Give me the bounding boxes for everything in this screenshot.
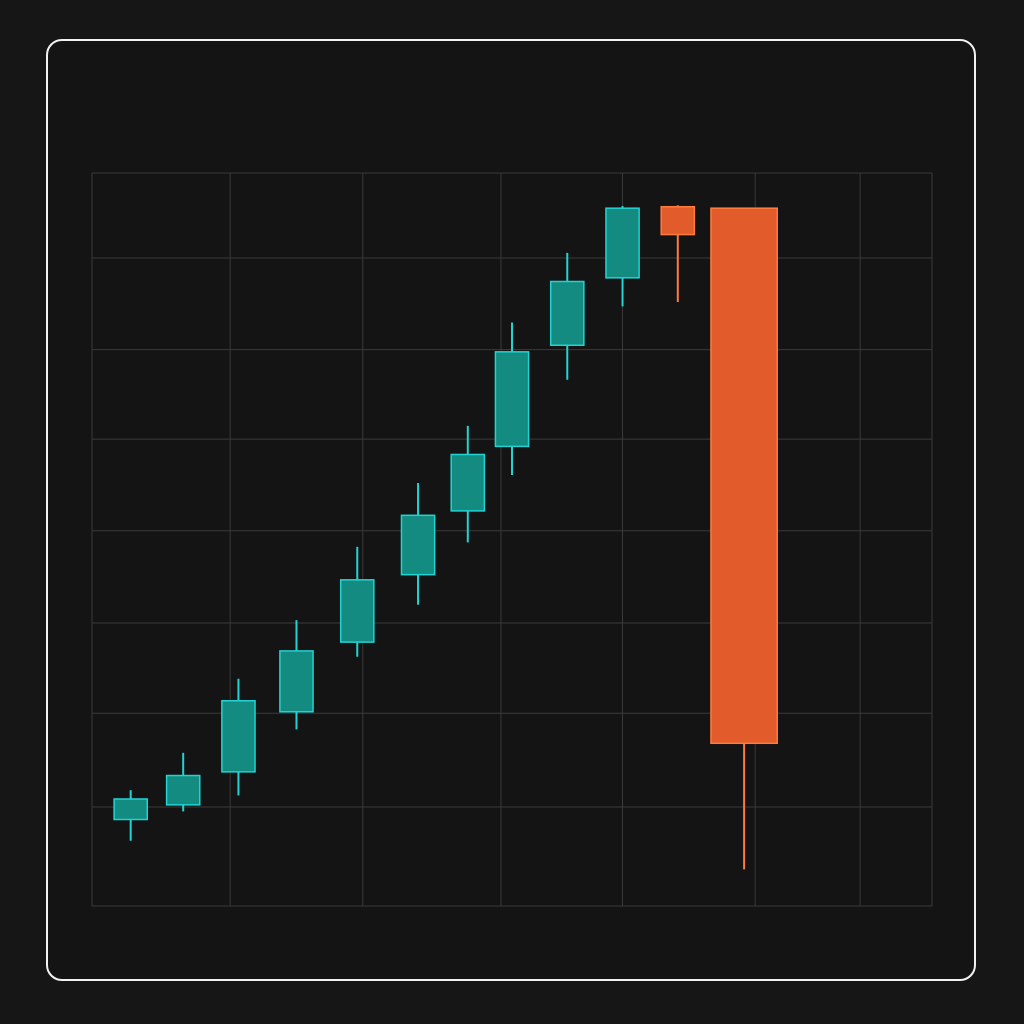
candle-body [549,280,585,347]
candles-layer [113,205,779,870]
candle-up [339,546,375,657]
candle-down [710,207,779,870]
candle-up [113,790,149,841]
candle-body [605,207,640,279]
plot-border [91,172,933,907]
candle-up [494,322,530,475]
candle-up [165,752,201,812]
candle-up [549,252,585,380]
candle-body [339,579,375,643]
candle-up [400,483,436,605]
candle-body [221,700,256,773]
candle-up [605,205,640,307]
chart-card [46,39,976,981]
chart-grid [91,172,933,907]
candle-body [660,205,696,236]
candle-up [450,425,486,543]
candle-body [710,207,779,745]
candle-body [494,351,530,448]
candle-body [165,774,201,806]
candle-body [450,453,486,512]
candle-body [400,514,436,576]
candle-down [660,205,696,303]
candle-up [221,678,256,796]
candle-body [279,650,314,713]
candle-up [279,620,314,730]
candle-body [113,798,149,821]
